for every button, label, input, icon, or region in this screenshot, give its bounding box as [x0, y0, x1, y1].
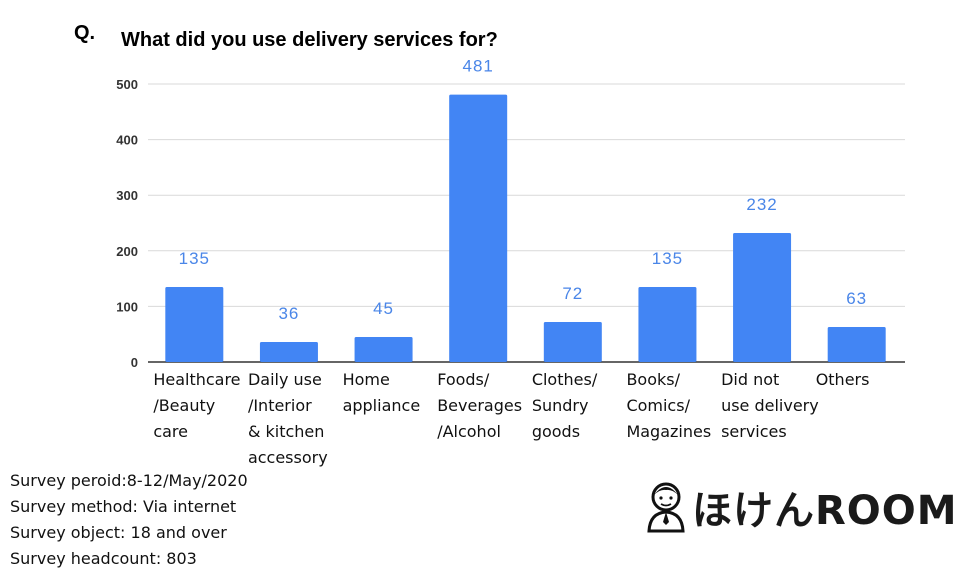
x-category-label: Foods/ Beverages /Alcohol [437, 370, 523, 441]
bar [733, 233, 792, 362]
question-mark-label: Q. [74, 22, 96, 44]
bar [543, 321, 602, 362]
y-tick-label: 200 [116, 244, 138, 259]
y-tick-label: 400 [116, 133, 138, 148]
x-category-label: Healthcare /Beauty care [153, 370, 241, 441]
y-tick-label: 100 [116, 299, 138, 314]
bar-value-label: 135 [652, 249, 683, 268]
chart-title: What did you use delivery services for? [121, 29, 498, 51]
bar-value-label: 45 [373, 299, 394, 318]
bar [354, 336, 413, 362]
bar-value-label: 36 [278, 304, 299, 323]
bar-value-label: 481 [463, 57, 494, 76]
survey-info: Survey peroid:8-12/May/2020 Survey metho… [10, 468, 248, 572]
bar [638, 286, 697, 362]
y-tick-label: 300 [116, 188, 138, 203]
x-category-label: Books/ Comics/ Magazines [626, 370, 712, 441]
bar [827, 326, 886, 362]
x-category-label: Did not use delivery services [721, 370, 819, 441]
person-avatar-icon [647, 482, 685, 533]
bar-value-label: 63 [846, 289, 867, 308]
survey-headcount: Survey headcount: 803 [10, 549, 197, 568]
bar-value-label: 135 [179, 249, 210, 268]
survey-period: Survey peroid:8-12/May/2020 [10, 471, 248, 490]
bar [165, 286, 224, 362]
bar-chart: 0 100 200 300 400 500 135 36 45 481 72 135 232 63 [116, 57, 905, 370]
bar-value-label: 232 [746, 195, 777, 214]
bar-value-label: 72 [562, 284, 583, 303]
survey-object: Survey object: 18 and over [10, 523, 227, 542]
brand-logo: ほけんROOM [646, 480, 958, 534]
x-category-label: Clothes/ Sundry goods [531, 370, 598, 441]
x-category-label: Home appliance [342, 370, 421, 415]
survey-method: Survey method: Via internet [10, 497, 237, 516]
bar [449, 94, 508, 363]
y-tick-label: 0 [131, 355, 138, 370]
y-tick-label: 500 [116, 77, 138, 92]
brand-wordmark: ほけんROOM [692, 488, 958, 534]
bar [259, 341, 318, 362]
x-category-label: Daily use /Interior & kitchen accessory [247, 370, 328, 467]
x-category-label: Others [815, 370, 870, 389]
